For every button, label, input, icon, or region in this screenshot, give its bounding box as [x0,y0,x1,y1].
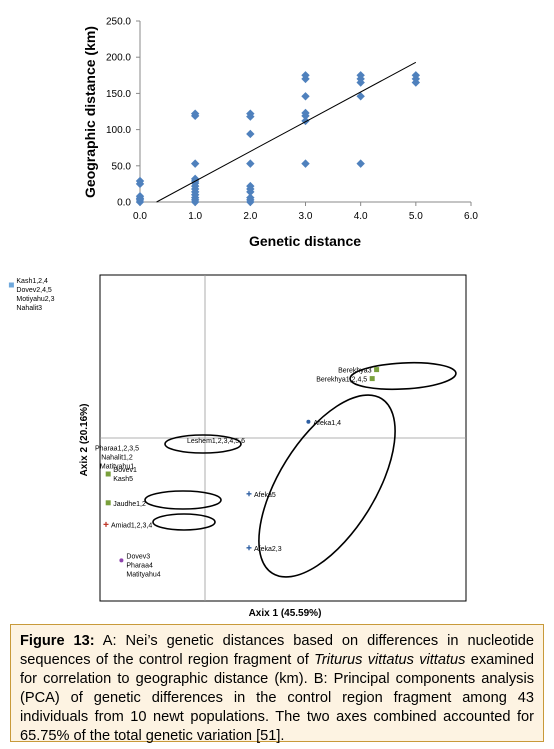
chart-b-point-label: Nahalit3 [16,305,42,312]
chart-b-point-label: Pharaa1,2,3,5 [95,445,139,452]
chart-a-point [356,159,365,168]
chart-b-ellipses [144,361,457,578]
chart-a-point [246,193,255,202]
chart-b-marker [119,558,124,563]
chart-b-point-label: Jaudhe1,2 [113,501,146,508]
chart-b-marker [105,500,111,506]
chart-a-y-tick-label: 250.0 [106,17,131,28]
chart-b-marker [374,367,380,373]
chart-b-marker [246,545,252,551]
chart-a-x-tick-label: 0.0 [133,211,147,222]
chart-b-point-label: Nahalit1,2 [101,454,133,461]
chart-a-y-tick-label: 200.0 [106,53,131,64]
chart-a-x-tick-label: 4.0 [354,211,368,222]
caption-text-part2: examined for correlation to geographic d… [20,652,534,744]
chart-a-x-tick-label: 2.0 [243,211,257,222]
chart-a-point [301,71,310,80]
chart-a-genetic-vs-geographic: 0.0 1.0 2.0 3.0 4.0 5.0 6.0 0.0 50.0 100.0 150.0 20… [82,17,478,250]
chart-b-ellipse-amiad [152,513,216,531]
chart-b-point-label: Amiad1,2,3,4 [111,522,152,529]
chart-b-point-label: Motiyahu2,3 [16,296,54,303]
chart-a-point [246,159,255,168]
chart-b-ellipse-leshem [164,434,242,454]
chart-a-x-tick-label: 5.0 [409,211,423,222]
chart-b-marker [8,282,14,288]
chart-b-marker [369,376,375,382]
chart-b-ellipse-jaudhe [144,490,222,510]
caption-label: Figure 13: [20,633,95,649]
chart-b-group: Dovev1 Kash5 [105,467,137,483]
chart-b-point-label: Kash5 [113,476,133,483]
chart-a-x-axis-label: Genetic distance [249,233,361,249]
chart-b-group: Kash1,2,4 Dovev2,4,5 Motiyahu2,3 Nahalit3 [8,278,55,312]
chart-b-point-label: Dovev3 [126,553,150,560]
chart-b-marker [103,521,109,527]
chart-a-y-tick-label: 150.0 [106,89,131,100]
chart-b-point-label: Matityahu4 [126,571,160,578]
chart-a-y-tick-label: 100.0 [106,125,131,136]
chart-b-group: Afeka5 [246,491,276,499]
chart-a-point [135,176,145,186]
chart-b-marker [306,419,311,424]
chart-a-y-tick-label: 50.0 [112,161,132,172]
chart-a-x-tick-label: 3.0 [299,211,313,222]
caption-species-name: Triturus vittatus vittatus [314,652,466,668]
chart-a-point [190,109,200,118]
chart-b-point-label: Pharaa4 [126,562,153,569]
chart-b-group: Pharaa1,2,3,5 Nahalit1,2 Matityahu1 [95,445,139,470]
chart-b-group: Amiad1,2,3,4 [103,521,152,529]
chart-b-point-label: Matityahu1 [100,463,134,470]
chart-a-point [301,108,310,118]
chart-a-point [356,71,365,80]
chart-b-point-label: Afeka5 [254,492,276,499]
chart-a-point [190,159,200,168]
chart-b-group: Dovev3 Pharaa4 Matityahu4 [119,553,161,578]
chart-a-point [246,181,255,191]
chart-a-point [246,109,255,118]
chart-a-points [135,71,421,207]
figure-caption: Figure 13: A: Nei’s genetic distances ba… [10,624,544,744]
chart-a-y-axis-label: Geographic distance (km) [82,26,98,198]
chart-a-point [356,92,365,101]
chart-b-group: Berekhya3 [338,367,380,375]
chart-b-y-axis-label: Axix 2 (20.16%) [79,404,90,477]
chart-b-point-label: Kash1,2,4 [16,278,48,285]
chart-a-x-tick-label: 6.0 [464,211,478,222]
chart-b-ellipse-afeka [258,394,396,578]
chart-b-group: Afeka2,3 [246,545,282,553]
chart-b-point-label: Afeka1,4 [313,420,341,427]
chart-a-point [301,92,310,101]
chart-a-point [135,192,145,201]
chart-a-tick-labels: 0.0 1.0 2.0 3.0 4.0 5.0 6.0 0.0 50.0 100.0 150.0 20… [106,17,478,223]
chart-b-marker [246,491,252,497]
chart-b-group: Berekhya1,2,4,5 [316,376,375,384]
chart-b-point-label: Berekhya3 [338,368,372,375]
chart-b-group: Jaudhe1,2 [105,500,146,508]
chart-a-y-tick-label: 0.0 [117,198,131,209]
chart-b-groups: Kash1,2,4 Dovev2,4,5 Motiyahu2,3 Nahalit3 Be… [8,278,380,578]
chart-b-point-label: Berekhya1,2,4,5 [316,377,367,384]
chart-b-point-label: Leshem1,2,3,4,5,6 [187,438,245,445]
chart-a-trendline [156,61,417,203]
chart-b-point-label: Dovev2,4,5 [16,287,52,294]
chart-b-group: Afeka1,4 [306,419,341,427]
chart-b-x-axis-label: Axix 1 (45.59%) [249,608,322,619]
chart-a-point [411,71,421,80]
chart-a-x-tick-label: 1.0 [188,211,202,222]
chart-a-point [301,159,310,168]
chart-b-ellipse-berekhya [349,361,457,391]
chart-a-point [246,129,255,139]
chart-b-point-label: Afeka2,3 [254,546,282,553]
chart-b-point-label: Dovev1 [113,467,137,474]
chart-b-marker [105,471,111,477]
caption-text-part1: A: Nei’s genetic distances based on diff… [20,633,534,668]
chart-b-group: Leshem1,2,3,4,5,6 [187,438,245,445]
chart-b-pca: Kash1,2,4 Dovev2,4,5 Motiyahu2,3 Nahalit3 Be… [8,274,467,619]
chart-a-point [190,174,200,184]
